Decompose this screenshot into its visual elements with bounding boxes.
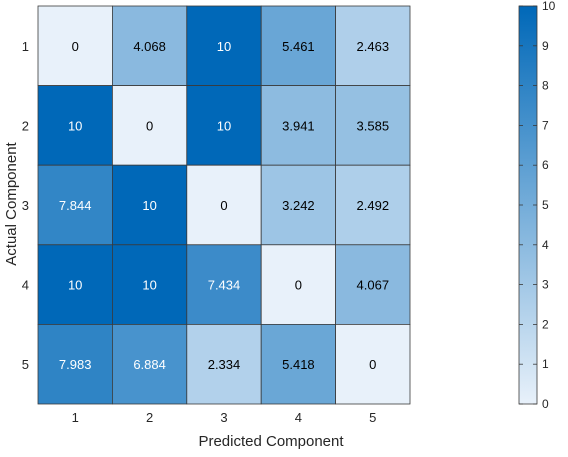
cell-value-label: 0 [146,118,153,133]
cell-value-label: 10 [68,118,82,133]
cell-value-label: 4.068 [133,39,166,54]
colorbar-tick-label: 7 [542,118,549,132]
cell-value-label: 0 [295,278,302,293]
heatmap-cell-r4-c4 [260,244,337,325]
heatmap-cells: 0 4.068 10 5.461 2.463 10 0 10 3.941 3.585 7.844 10… [37,5,411,405]
cell-value-label: 0 [72,39,79,54]
x-tick-label: 2 [146,410,153,425]
cell-value-label: 7.983 [59,357,92,372]
heatmap-cell-r5-c5 [335,323,411,405]
x-tick-label: 4 [295,410,302,425]
cell-value-label: 10 [142,198,156,213]
heatmap-cell-r1-c2 [112,5,188,86]
heatmap-cell-r4-c3 [186,244,262,325]
cell-value-label: 3.242 [282,198,315,213]
cell-value-label: 10 [217,118,231,133]
y-tick-label: 5 [22,357,29,372]
y-tick-label: 3 [22,198,29,213]
x-tick-label: 5 [369,410,376,425]
colorbar-tick-label: 5 [542,198,549,212]
cell-value-label: 0 [220,198,227,213]
x-tick-label: 3 [220,410,227,425]
colorbar-tick-label: 4 [542,238,549,252]
cell-value-label: 2.334 [208,357,241,372]
cell-value-label: 10 [217,39,231,54]
heatmap-cell-r2-c3 [186,85,262,166]
heatmap-cell-r5-c1 [37,323,113,405]
colorbar-tick-label: 10 [542,0,556,13]
y-tick-label: 2 [22,118,29,133]
heatmap-cell-r1-c3 [186,5,262,86]
cell-value-label: 2.463 [357,39,390,54]
cell-value-label: 7.434 [208,278,241,293]
colorbar-tick-label: 9 [542,39,549,53]
cell-value-label: 7.844 [59,198,92,213]
y-tick-label: 1 [22,39,29,54]
heatmap-cell-r2-c5 [335,85,411,166]
heatmap-cell-r3-c2 [112,164,188,246]
colorbar-tick-label: 6 [542,158,549,172]
heatmap-cell-r1-c5 [335,5,411,86]
heatmap-cell-r4-c2 [112,244,188,325]
heatmap-cell-r5-c2 [112,323,188,405]
x-axis-ticks: 1 2 3 4 5 [72,410,377,425]
x-tick-label: 1 [72,410,79,425]
cell-value-label: 4.067 [357,278,390,293]
colorbar-tick-label: 8 [542,79,549,93]
cell-value-label: 10 [68,278,82,293]
heatmap-cell-r3-c4 [260,164,337,246]
heatmap-cell-r2-c1 [37,85,113,166]
cell-value-label: 10 [142,278,156,293]
cell-value-label: 3.585 [357,118,390,133]
colorbar: 0 1 2 3 4 5 6 7 8 9 10 [518,0,556,411]
heatmap-cell-r5-c3 [186,323,262,405]
y-tick-label: 4 [22,278,29,293]
y-axis-ticks: 1 2 3 4 5 [22,39,29,372]
colorbar-tick-label: 2 [542,317,549,331]
colorbar-tick-label: 3 [542,278,549,292]
heatmap-cell-r1-c4 [260,5,337,86]
cell-value-label: 3.941 [282,118,315,133]
cell-value-label: 6.884 [133,357,166,372]
y-axis-label: Actual Component [3,141,20,265]
heatmap-cell-r3-c5 [335,164,411,246]
colorbar-tick-label: 0 [542,397,549,411]
cell-value-label: 2.492 [357,198,390,213]
cell-value-label: 5.418 [282,357,315,372]
heatmap-cell-r4-c1 [37,244,113,325]
heatmap-cell-r1-c1 [37,5,113,86]
heatmap-cell-r3-c3 [186,164,262,246]
colorbar-tick-label: 1 [542,357,549,371]
cell-value-label: 5.461 [282,39,315,54]
cell-value-label: 0 [369,357,376,372]
x-axis-label: Predicted Component [198,433,344,450]
heatmap-cell-r4-c5 [335,244,411,325]
